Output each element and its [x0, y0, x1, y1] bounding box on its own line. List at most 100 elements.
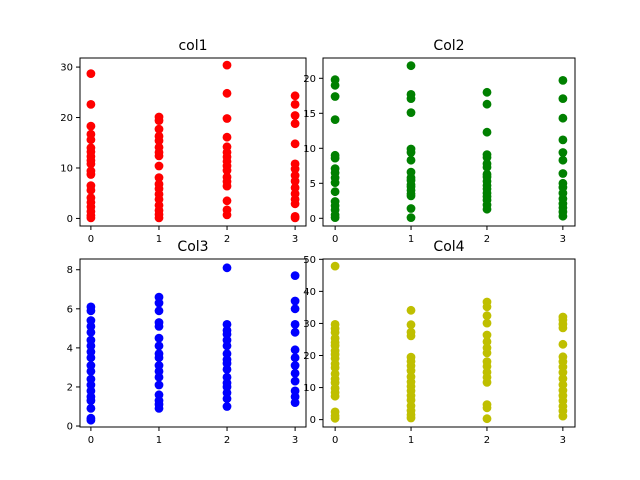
scatter-point — [406, 204, 416, 213]
scatter-point — [290, 213, 300, 223]
scatter-point — [406, 61, 416, 71]
scatter-point — [290, 327, 300, 337]
subplot-2: 0 1 2 3 0 5 10 15 20 Col2 — [303, 38, 576, 245]
scatter-point — [558, 339, 568, 349]
scatter-point — [406, 148, 416, 157]
scatter-point — [406, 305, 416, 315]
scatter-point — [558, 135, 568, 145]
scatter-point — [154, 136, 164, 146]
scatter-point — [482, 153, 492, 162]
scatter-point — [290, 271, 300, 280]
scatter-point — [558, 113, 568, 123]
scatter-point — [290, 164, 300, 174]
scatter-point — [406, 94, 416, 103]
scatter-point — [222, 365, 232, 374]
x-tick-label: 0 — [88, 234, 94, 245]
subplot-3: 0 1 2 3 0 2 4 6 8 Col3 — [67, 239, 307, 446]
scatter-point — [406, 108, 416, 117]
scatter-point — [222, 166, 232, 175]
scatter-point — [154, 151, 164, 161]
scatter-point — [482, 330, 492, 340]
scatter-point — [222, 402, 232, 411]
scatter-point — [290, 296, 300, 306]
scatter-point — [290, 361, 300, 370]
y-tick-label: 15 — [303, 109, 316, 120]
y-tick-label: 10 — [303, 383, 316, 394]
scatter-point — [86, 185, 96, 195]
scatter-point — [86, 415, 96, 425]
scatter-point — [406, 331, 416, 341]
scatter-point — [558, 374, 568, 383]
scatter-point — [558, 155, 568, 165]
scatter-point — [222, 196, 232, 206]
scatter-point — [222, 341, 232, 351]
scatter-point — [482, 204, 492, 214]
scatter-point — [330, 213, 340, 223]
y-tick-label: 6 — [67, 304, 73, 315]
x-tick-label: 2 — [224, 234, 230, 245]
scatter-point — [222, 114, 232, 123]
scatter-point — [558, 411, 568, 421]
scatter-point — [86, 396, 96, 405]
scatter-point — [330, 261, 340, 271]
scatter-point — [290, 199, 300, 209]
scatter-point — [406, 320, 416, 330]
scatter-point — [154, 333, 164, 343]
y-tick-label: 0 — [310, 214, 316, 225]
scatter-point — [558, 323, 568, 333]
scatter-point — [86, 121, 96, 131]
y-tick-label: 30 — [303, 319, 316, 330]
scatter-point — [154, 372, 164, 382]
scatter-point — [86, 159, 96, 169]
scatter-point — [558, 169, 568, 178]
y-tick-label: 0 — [67, 214, 73, 225]
scatter-point — [86, 69, 96, 78]
x-tick-label: 0 — [332, 435, 338, 446]
scatter-point — [290, 119, 300, 128]
scatter-point — [154, 322, 164, 331]
scatter-point — [154, 173, 164, 183]
y-tick-label: 0 — [67, 422, 73, 433]
scatter-point — [482, 403, 492, 413]
scatter-point — [290, 345, 300, 355]
y-tick-label: 30 — [60, 63, 73, 74]
x-tick-label: 3 — [292, 234, 298, 245]
scatter-point — [330, 153, 340, 163]
x-tick-label: 0 — [88, 435, 94, 446]
x-tick-label: 2 — [224, 435, 230, 446]
scatter-point — [222, 394, 232, 404]
scatter-point — [86, 213, 96, 223]
scatter-point — [406, 366, 416, 375]
scatter-point — [290, 376, 300, 386]
scatter-point — [482, 414, 492, 424]
scatter-point — [86, 327, 96, 337]
scatter-point — [290, 111, 300, 120]
scatter-point — [86, 306, 96, 316]
y-tick-label: 40 — [303, 287, 316, 298]
scatter-point — [406, 155, 416, 165]
scatter-point — [154, 213, 164, 223]
scatter-point — [558, 94, 568, 103]
scatter-point — [222, 132, 232, 142]
scatter-point — [482, 87, 492, 97]
scatter-point — [406, 191, 416, 201]
x-tick-label: 1 — [408, 435, 414, 446]
scatter-point — [154, 298, 164, 308]
scatter-point — [482, 127, 492, 137]
scatter-point — [406, 213, 416, 223]
subplot-title: Col2 — [433, 38, 464, 54]
scatter-point — [330, 115, 340, 124]
scatter-point — [558, 211, 568, 221]
scatter-point — [222, 88, 232, 98]
scatter-point — [86, 366, 96, 376]
y-tick-label: 20 — [60, 113, 73, 124]
scatter-point — [86, 404, 96, 413]
scatter-point — [290, 139, 300, 149]
scatter-point — [482, 302, 492, 312]
y-tick-label: 0 — [310, 415, 316, 426]
scatter-point — [222, 60, 232, 70]
scatter-point — [558, 76, 568, 85]
scatter-point — [290, 398, 300, 407]
